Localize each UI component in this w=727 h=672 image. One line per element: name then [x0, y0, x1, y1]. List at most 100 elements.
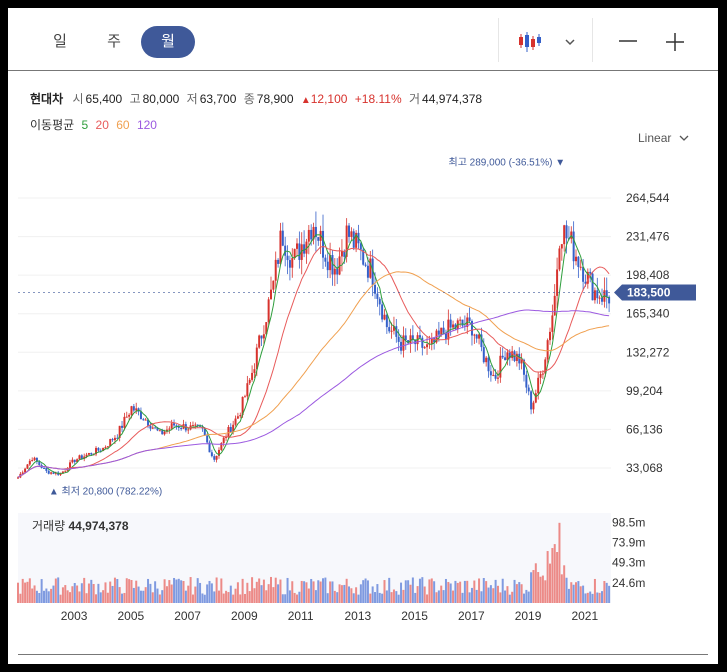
volume-bar [608, 585, 611, 603]
ma-5[interactable]: 5 [81, 118, 89, 132]
candle-body [76, 459, 79, 463]
volume-bar [563, 565, 566, 603]
candle-body [102, 447, 105, 452]
ma-20[interactable]: 20 [95, 118, 109, 132]
volume-bar [331, 581, 334, 603]
candle-body [426, 344, 429, 348]
tab-weekly[interactable]: 주 [107, 33, 121, 50]
tab-monthly[interactable]: 월 [141, 26, 195, 58]
volume-bar [130, 579, 133, 603]
candle-body [149, 425, 152, 429]
volume-bar [35, 590, 38, 603]
volume-bar [109, 581, 112, 603]
volume-bar [57, 577, 60, 603]
scale-selector[interactable]: Linear [638, 131, 689, 145]
volume-bar [317, 580, 320, 603]
candle-body [461, 319, 464, 326]
candle-body [241, 396, 244, 416]
candle-body [577, 256, 580, 267]
candle-body [572, 231, 575, 262]
candle-body [374, 284, 377, 294]
candle-body [260, 335, 263, 339]
candle-body [225, 437, 228, 439]
chevron-down-icon [679, 135, 689, 141]
volume-bar [579, 586, 582, 603]
volume-bar [241, 578, 244, 603]
volume-tick-label: 98.5m [612, 515, 645, 529]
candle-body [468, 317, 471, 321]
volume-bar [161, 590, 164, 603]
volume-bar [475, 589, 478, 603]
volume-bar [433, 581, 436, 603]
candle-body [591, 273, 594, 301]
candle-body [158, 430, 161, 432]
candle-body [296, 243, 299, 249]
volume-bar [423, 586, 426, 603]
candle-body [170, 423, 173, 429]
volume-bar [553, 544, 556, 603]
candle-body [433, 338, 436, 343]
candle-body [558, 248, 561, 270]
candle-body [525, 374, 528, 388]
candle-body [487, 357, 490, 372]
volume-bar [392, 589, 395, 603]
volume-bar [428, 579, 431, 603]
volume-bar [246, 582, 249, 603]
volume-bar [277, 584, 280, 603]
ma-60[interactable]: 60 [116, 118, 130, 132]
candle-body [385, 314, 388, 328]
candle-body [539, 374, 542, 378]
candle-body [314, 226, 317, 238]
volume-bar [265, 590, 268, 603]
candle-body [530, 391, 533, 410]
volume-bar [243, 593, 246, 603]
candle-body [324, 257, 327, 262]
volume-bar [50, 588, 53, 603]
candle-body [541, 373, 544, 375]
candle-body [69, 462, 72, 470]
volume-bar [473, 580, 476, 603]
candle-body [132, 406, 135, 411]
volume-bar [83, 577, 86, 603]
chevron-down-icon[interactable] [564, 34, 576, 46]
ma-120[interactable]: 120 [136, 118, 157, 132]
candle-body [395, 326, 398, 337]
volume-bar [329, 581, 332, 603]
volume-bar [378, 592, 381, 603]
candle-body [421, 337, 424, 348]
volume-bar [470, 587, 473, 603]
volume-bar [527, 591, 530, 603]
volume-bar [232, 594, 235, 603]
volume-bar [293, 592, 296, 603]
candle-body [26, 464, 29, 469]
plus-icon[interactable] [665, 32, 685, 52]
price-tick-label: 165,340 [626, 307, 670, 321]
candle-body [475, 334, 478, 339]
volume-bar [222, 593, 225, 603]
candlestick-icon[interactable] [518, 30, 544, 54]
volume-bar [132, 587, 135, 603]
candle-body [215, 455, 218, 460]
moving-average-legend: 이동평균 5 20 60 120 [30, 116, 157, 133]
volume-bar [26, 581, 29, 603]
candle-body [598, 297, 601, 299]
candle-body [407, 340, 410, 344]
candle-body [447, 319, 450, 340]
candle-body [582, 266, 585, 282]
tab-daily[interactable]: 일 [53, 33, 67, 50]
volume-bar [279, 579, 282, 603]
candle-body [423, 347, 426, 349]
candle-body [300, 244, 303, 260]
candle-body [281, 230, 284, 246]
candle-body [229, 427, 232, 432]
candle-body [336, 268, 339, 275]
candle-body [305, 241, 308, 254]
candle-body [298, 243, 301, 260]
volume-bar [66, 590, 69, 603]
price-chart[interactable]: 264,544 231,476 198,408 165,340 132,272 99,20… [8, 8, 718, 648]
volume-bar [442, 590, 445, 603]
volume-bar [199, 582, 202, 603]
minus-icon[interactable] [618, 34, 638, 48]
volume-bar [355, 587, 358, 603]
candle-body [369, 258, 372, 278]
